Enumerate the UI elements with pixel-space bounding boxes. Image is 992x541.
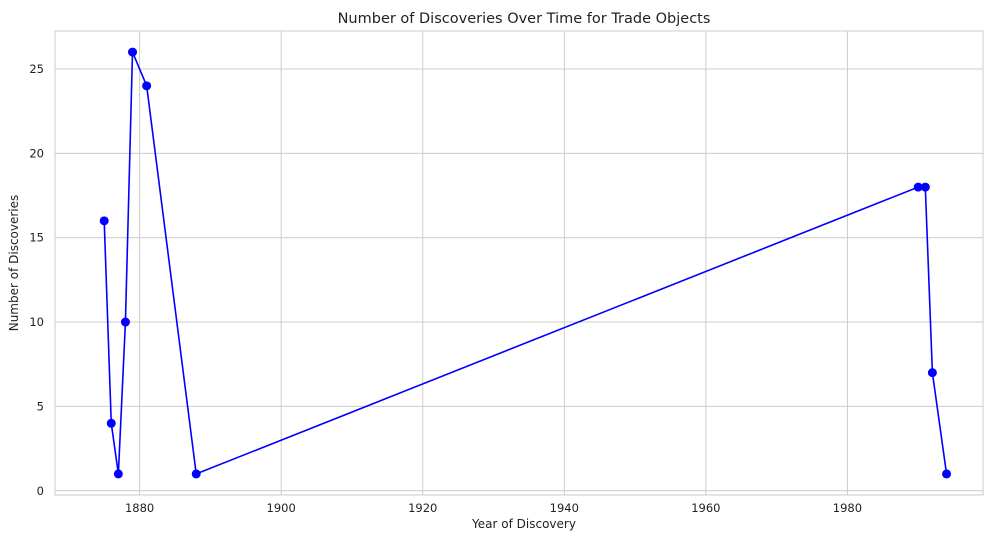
grid [55,31,983,495]
y-axis-label: Number of Discoveries [7,195,21,332]
plot-frame [54,30,984,496]
data-point [128,47,138,57]
data-point [113,469,123,479]
data-point [913,182,923,192]
data-point [99,216,109,226]
x-axis-label: Year of Discovery [471,517,576,531]
y-tick-label: 5 [37,399,44,413]
y-tick-label: 10 [29,315,44,329]
x-tick-label: 1960 [691,501,720,515]
x-tick-labels: 1880 1900 1920 1940 1960 1980 [125,501,862,515]
data-point [106,418,116,428]
data-point [120,317,130,327]
chart-title: Number of Discoveries Over Time for Trad… [338,11,711,27]
x-tick-label: 1880 [125,501,154,515]
x-tick-label: 1920 [408,501,437,515]
y-tick-labels: 0 5 10 15 20 25 [29,62,44,498]
x-tick-label: 1980 [833,501,862,515]
data-point [191,469,201,479]
data-point [920,182,930,192]
y-tick-label: 0 [37,484,44,498]
y-tick-label: 15 [29,231,44,245]
data-point [942,469,952,479]
data-point [142,81,152,91]
x-tick-label: 1900 [267,501,296,515]
x-tick-label: 1940 [550,501,579,515]
data-point [927,368,937,378]
data-series [99,47,952,479]
y-tick-label: 20 [29,146,44,160]
y-tick-label: 25 [29,62,44,76]
